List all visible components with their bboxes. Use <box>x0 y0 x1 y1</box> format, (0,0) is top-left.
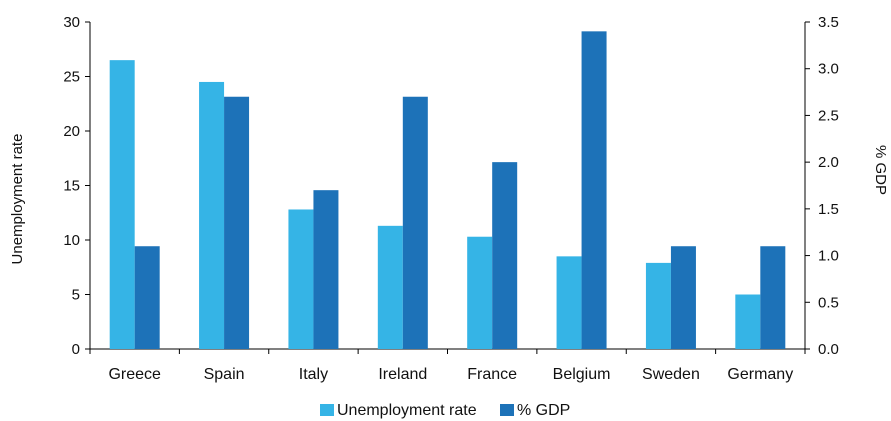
right-tick-label: 0.5 <box>818 294 839 311</box>
bar-unemployment-rate-sweden <box>645 262 671 349</box>
bar-unemployment-rate-france <box>467 236 493 349</box>
left-axis-title: Unemployment rate <box>9 134 26 265</box>
bar-unemployment-rate-greece <box>109 60 135 350</box>
right-tick-label: 2.0 <box>818 154 839 171</box>
bar-unemployment-rate-belgium <box>556 256 582 349</box>
left-tick-label: 25 <box>63 69 80 86</box>
category-label: Ireland <box>378 366 427 383</box>
bar-gdp-france <box>492 162 518 349</box>
category-label: Belgium <box>553 366 611 383</box>
legend-swatch-unemployment <box>320 404 334 416</box>
left-axis-ticks: 0 5 10 15 20 25 30 <box>63 14 90 358</box>
legend-label-unemployment: Unemployment rate <box>337 402 477 419</box>
left-tick-label: 30 <box>63 14 80 31</box>
bars <box>109 31 786 350</box>
left-tick-label: 0 <box>72 341 80 358</box>
category-label: France <box>467 366 517 383</box>
bar-unemployment-rate-italy <box>288 209 314 349</box>
category-label: Spain <box>204 366 245 383</box>
legend: Unemployment rate % GDP <box>320 402 570 419</box>
left-tick-label: 20 <box>63 123 80 140</box>
left-tick-label: 5 <box>72 287 80 304</box>
right-tick-label: 3.5 <box>818 14 839 31</box>
category-label: Italy <box>299 366 328 383</box>
bar-gdp-belgium <box>581 31 607 349</box>
right-tick-label: 3.0 <box>818 61 839 78</box>
axes <box>89 22 806 354</box>
bar-unemployment-rate-spain <box>199 81 225 349</box>
right-tick-label: 0.0 <box>818 341 839 358</box>
category-label: Germany <box>727 366 793 383</box>
bar-gdp-ireland <box>402 96 428 349</box>
left-tick-label: 15 <box>63 178 80 195</box>
right-tick-label: 2.5 <box>818 107 839 124</box>
bar-gdp-greece <box>134 246 160 349</box>
left-tick-label: 10 <box>63 232 80 249</box>
bar-unemployment-rate-ireland <box>377 225 403 349</box>
bar-gdp-spain <box>224 96 250 349</box>
right-axis-ticks: 0.0 0.5 1.0 1.5 2.0 2.5 3.0 3.5 <box>805 14 839 358</box>
bar-gdp-italy <box>313 190 339 349</box>
legend-swatch-gdp <box>500 404 514 416</box>
bar-unemployment-rate-germany <box>735 294 761 349</box>
category-labels: Greece Spain Italy Ireland France Belgium Swed… <box>108 366 793 383</box>
category-label: Sweden <box>642 366 700 383</box>
right-tick-label: 1.5 <box>818 201 839 218</box>
right-tick-label: 1.0 <box>818 248 839 265</box>
right-axis-title: % GDP <box>872 145 889 195</box>
legend-label-gdp: % GDP <box>517 402 570 419</box>
bar-gdp-germany <box>760 246 786 349</box>
category-label: Greece <box>108 366 161 383</box>
bar-gdp-sweden <box>670 246 696 349</box>
